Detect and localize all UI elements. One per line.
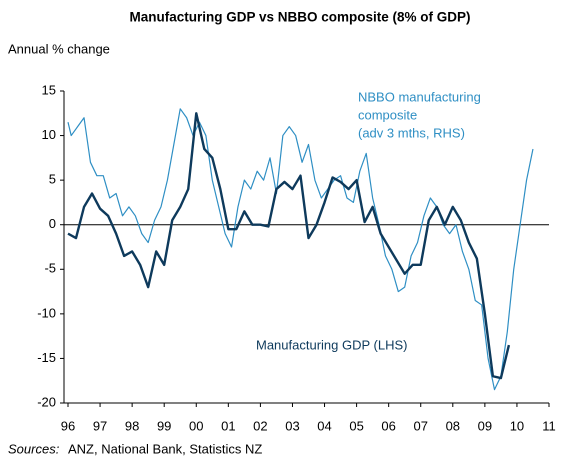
x-tick-label: 09 (478, 418, 492, 433)
x-tick-label: 00 (189, 418, 203, 433)
x-tick-label: 97 (93, 418, 107, 433)
y-tick-label: 10 (42, 127, 56, 142)
x-tick-label: 11 (542, 418, 556, 433)
annotation: Manufacturing GDP (LHS) (256, 337, 408, 352)
series-line (67, 112, 511, 380)
x-tick-label: 05 (349, 418, 363, 433)
y-tick-label: -5 (44, 261, 56, 276)
source-label: Sources: (8, 441, 60, 456)
y-tick-label: -10 (37, 305, 56, 320)
source: ANZ, National Bank, Statistics NZ (68, 441, 262, 456)
x-tick-label: 08 (446, 418, 460, 433)
x-tick-label: 01 (221, 418, 235, 433)
x-tick-label: 04 (317, 418, 331, 433)
annotation: composite (358, 107, 417, 122)
x-tick-label: 07 (413, 418, 427, 433)
x-tick-label: 06 (381, 418, 395, 433)
annotation: NBBO manufacturing (358, 89, 481, 104)
y-tick-label: 5 (49, 172, 56, 187)
annotation: (adv 3 mths, RHS) (358, 125, 465, 140)
x-tick-label: 03 (285, 418, 299, 433)
x-tick-label: 10 (510, 418, 524, 433)
y-tick-label: 0 (49, 216, 56, 231)
chart-title: Manufacturing GDP vs NBBO composite (8% … (129, 10, 470, 25)
x-tick-label: 96 (61, 418, 75, 433)
y-axis-label: Annual % change (8, 41, 110, 56)
y-tick-label: 15 (42, 82, 56, 97)
x-tick-label: 99 (157, 418, 171, 433)
y-tick-label: -20 (37, 394, 56, 409)
x-tick-label: 98 (125, 418, 139, 433)
series-line (67, 108, 534, 391)
y-tick-label: -15 (37, 350, 56, 365)
x-tick-label: 02 (253, 418, 267, 433)
